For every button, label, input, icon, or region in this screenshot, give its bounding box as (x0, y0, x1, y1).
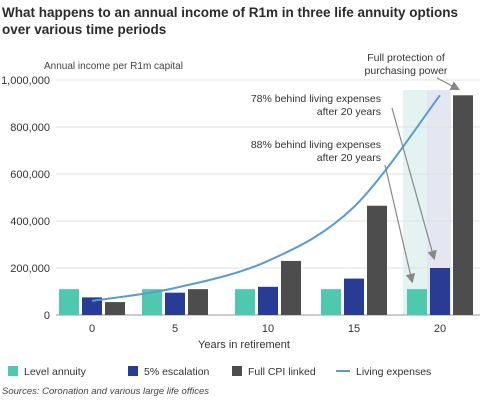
y-tick-label: 800,000 (10, 122, 50, 134)
legend-swatch-level (8, 366, 18, 376)
y-tick-label: 200,000 (10, 263, 50, 275)
x-tick-label: 15 (348, 323, 360, 335)
y-tick-label: 400,000 (10, 216, 50, 228)
living-expenses-line (91, 94, 441, 302)
annotation-escalation-line1: 78% behind living expenses (251, 93, 381, 105)
legend-swatch-cpi (232, 366, 242, 376)
annotation-escalation-line2: after 20 years (317, 106, 381, 118)
annotation-level-behind: 88% behind living expenses after 20 year… (251, 139, 416, 284)
legend-label-cpi: Full CPI linked (248, 366, 316, 378)
bar-cpi (281, 260, 301, 315)
x-tick-label: 0 (89, 323, 95, 335)
source-note: Sources: Coronation and various large li… (2, 386, 210, 397)
annotation-level-line2: after 20 years (317, 152, 381, 164)
bar-cpi (367, 205, 387, 315)
annotation-full-protection-line1: Full protection of (367, 52, 445, 64)
annotation-full-protection: Full protection of purchasing power (365, 52, 461, 91)
bar-escalation (82, 297, 102, 315)
highlight-band-level (403, 90, 427, 315)
y-axis-label: Annual income per R1m capital (44, 61, 183, 72)
x-tick-label: 5 (172, 323, 178, 335)
bar-escalation (165, 292, 185, 315)
legend-label-escalation: 5% escalation (144, 366, 210, 378)
bar-escalation (430, 268, 450, 315)
bar-level (235, 289, 255, 315)
y-tick-label: 600,000 (10, 169, 50, 181)
annotation-escalation-behind: 78% behind living expenses after 20 year… (251, 93, 437, 261)
y-tick-label: 1,000,000 (1, 75, 50, 87)
x-tick-label: 10 (262, 323, 274, 335)
bar-cpi (188, 289, 208, 315)
annotation-level-arrow (384, 164, 416, 284)
chart-title: What happens to an annual income of R1m … (2, 5, 459, 37)
legend-label-level: Level annuity (24, 366, 87, 378)
legend-swatch-escalation (128, 366, 138, 376)
annotation-full-protection-arrow (436, 77, 461, 91)
bar-level (59, 289, 79, 315)
x-axis-label: Years in retirement (198, 339, 290, 351)
x-tick-label: 20 (434, 323, 446, 335)
annotation-escalation-arrow (391, 107, 437, 261)
bar-level (142, 289, 162, 315)
bar-cpi (105, 302, 125, 315)
bar-escalation (344, 278, 364, 315)
bar-level (321, 289, 341, 315)
bar-cpi (453, 95, 473, 316)
legend: Level annuity 5% escalation Full CPI lin… (8, 366, 431, 378)
annotation-full-protection-line2: purchasing power (365, 65, 448, 77)
bar-level (407, 289, 427, 315)
annotation-level-line1: 88% behind living expenses (251, 139, 381, 151)
legend-label-living: Living expenses (356, 366, 431, 378)
y-tick-label: 0 (44, 310, 50, 322)
bar-escalation (258, 286, 278, 315)
